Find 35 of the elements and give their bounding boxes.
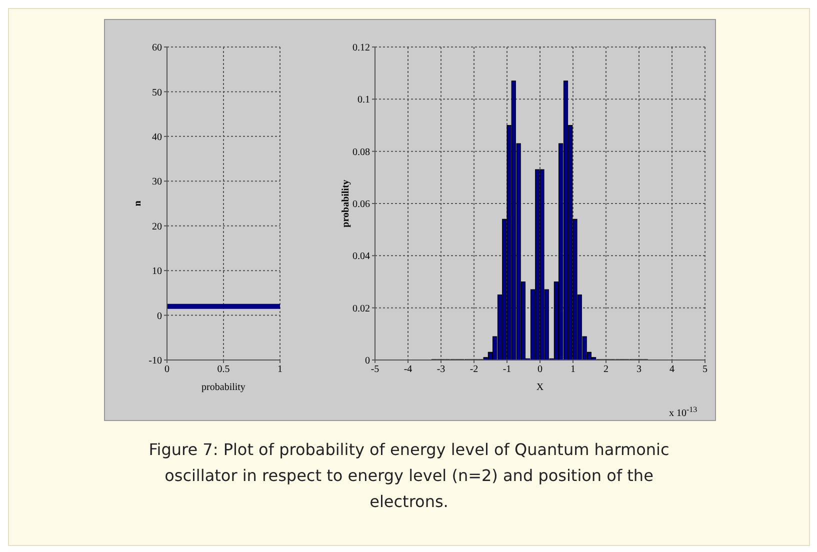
y-tick-label: 20 [152,221,162,232]
x-axis-title: probability [202,382,246,393]
x-tick-label: -5 [370,364,380,376]
x-tick-label: -3 [436,364,446,376]
y-tick-label: 0 [365,356,370,367]
x-tick-label: 2 [604,364,608,376]
y-tick-label: -10 [148,356,162,367]
y-tick-label: 60 [152,42,162,54]
y-tick-label: 0.06 [352,199,370,210]
y-tick-label: 50 [152,87,162,98]
x-axis-title: X [536,382,544,393]
y-tick-label: 0.08 [352,146,370,158]
x-tick-label: 0.5 [217,364,230,376]
x-tick-label: 5 [702,364,708,376]
caption: Figure 7: Plot of probability of energy level of Quantum harmonic oscillator in respect to energy level (n=2) and position of the electrons. [148,439,670,513]
y-tick-label: 0.1 [358,94,370,106]
x-tick-label: 1 [278,364,282,376]
y-tick-label: 40 [152,132,162,143]
y-axis-title: n [132,200,144,206]
y-axis-title: probability [340,180,352,228]
x-tick-label: 1 [570,364,576,376]
y-tick-label: 0.04 [352,251,370,262]
x-tick-label: 4 [670,364,674,376]
y-tick-label: 0.12 [352,42,370,54]
text: x 10$^{-13}$ [669,404,698,419]
y-tick-label: 0 [157,310,162,322]
x-tick-label: 0 [538,364,542,376]
x-tick-label: 3 [636,364,642,376]
y-tick-label: 10 [152,266,162,278]
y-tick-label: 30 [152,176,162,188]
y-tick-label: 0.02 [352,303,370,314]
x-tick-label: -4 [404,364,412,376]
x-tick-label: 0 [164,364,170,376]
x-tick-label: -1 [502,364,512,376]
x-tick-label: -2 [470,364,478,376]
